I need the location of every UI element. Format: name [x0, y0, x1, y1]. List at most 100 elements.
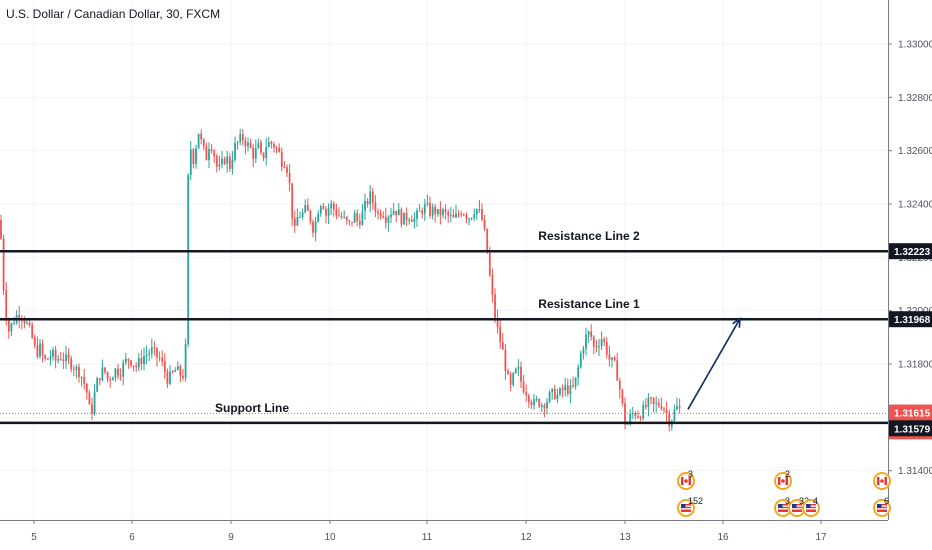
candle-body: [483, 219, 486, 229]
candle-body: [187, 174, 190, 345]
candle-body: [231, 159, 234, 169]
candle-body: [481, 208, 483, 220]
candle-body: [595, 346, 598, 348]
candle-body: [213, 150, 216, 157]
price-tick-label: 1.32600: [898, 146, 932, 157]
candle-body: [507, 370, 509, 375]
candle-body: [111, 377, 114, 381]
candle-body: [158, 357, 161, 359]
maple-leaf-icon: [880, 479, 884, 483]
candle-body: [174, 370, 177, 372]
candle-body: [98, 378, 101, 381]
candle-body: [46, 358, 49, 360]
candle-body: [416, 210, 418, 219]
candle-body: [514, 368, 517, 373]
us-flag-canton: [792, 504, 797, 508]
candle-body: [657, 403, 660, 406]
support-price-tag-background: [889, 420, 932, 437]
candle-body: [161, 357, 164, 362]
candle-body: [252, 147, 255, 159]
event-count-label: 6: [884, 496, 889, 506]
candle-body: [262, 152, 265, 159]
us-flag-stripe: [681, 508, 691, 510]
candle-body: [473, 214, 476, 219]
candle-body: [145, 354, 148, 357]
candle-body: [83, 376, 86, 384]
candle-body: [228, 156, 231, 169]
candle-body: [114, 368, 117, 378]
candle-body: [265, 147, 268, 159]
candle-body: [668, 413, 671, 427]
candle-body: [660, 405, 663, 409]
candle-body: [647, 397, 650, 408]
time-tick-label: 17: [815, 532, 827, 543]
candle-body: [410, 219, 413, 222]
candle-body: [540, 405, 543, 407]
candle-body: [293, 218, 296, 226]
candle-body: [491, 275, 494, 295]
candle-body: [267, 142, 270, 148]
candle-body: [579, 353, 582, 368]
candle-body: [330, 203, 333, 209]
candle-body: [434, 206, 437, 214]
candle-body: [171, 371, 174, 373]
candle-body: [0, 220, 2, 239]
event-count-label: 2: [785, 469, 790, 479]
candle-body: [288, 172, 291, 184]
candle-body: [387, 217, 390, 223]
candle-body: [335, 209, 338, 216]
candle-body: [184, 344, 187, 378]
price-tick-label: 1.33000: [898, 40, 932, 51]
candle-body: [221, 158, 223, 165]
candle-body: [317, 213, 320, 222]
candle-body: [652, 397, 655, 405]
candle-body: [132, 365, 135, 367]
level-label-3: Support Line: [215, 401, 289, 415]
projection-arrow: [687, 317, 741, 410]
us-flag-canton: [877, 504, 882, 508]
candle-body: [319, 206, 322, 214]
candle-body: [343, 216, 346, 218]
candle-body: [366, 201, 369, 205]
candle-body: [392, 210, 395, 215]
time-tick-label: 5: [31, 532, 37, 543]
candle-body: [676, 406, 678, 410]
candle-body: [444, 209, 447, 212]
candle-body: [322, 206, 325, 209]
candle-body: [299, 216, 301, 218]
candle-body: [431, 206, 434, 216]
candle-body: [218, 164, 221, 167]
candle-body: [533, 399, 535, 406]
candle-body: [273, 144, 275, 148]
candle-body: [522, 381, 525, 393]
maple-leaf-icon: [684, 479, 688, 483]
candle-body: [332, 203, 335, 210]
us-flag-stripe: [778, 505, 788, 507]
event-count-label: 33: [799, 496, 809, 506]
candle-body: [439, 209, 442, 216]
candle-body: [306, 205, 309, 211]
level-label-2: Resistance Line 1: [538, 297, 640, 311]
candle-body: [650, 397, 652, 399]
projection-arrowhead: [732, 317, 741, 328]
candle-body: [501, 342, 504, 350]
time-tick-label: 12: [520, 532, 532, 543]
maple-leaf-icon: [781, 479, 785, 483]
candle-body: [39, 343, 41, 357]
candle-body: [278, 147, 281, 152]
candle-body: [587, 331, 590, 335]
candle-body: [93, 391, 96, 414]
candle-body: [283, 166, 286, 168]
candle-body: [618, 380, 621, 390]
candle-body: [637, 416, 639, 418]
candle-body: [631, 413, 634, 415]
candle-body: [470, 218, 473, 220]
projection-line: [687, 318, 741, 410]
candle-body: [527, 395, 530, 403]
candle-body: [460, 214, 463, 216]
candle-body: [215, 156, 218, 167]
candle-body: [561, 388, 564, 391]
candle-body: [205, 146, 208, 161]
candle-body: [356, 213, 359, 222]
